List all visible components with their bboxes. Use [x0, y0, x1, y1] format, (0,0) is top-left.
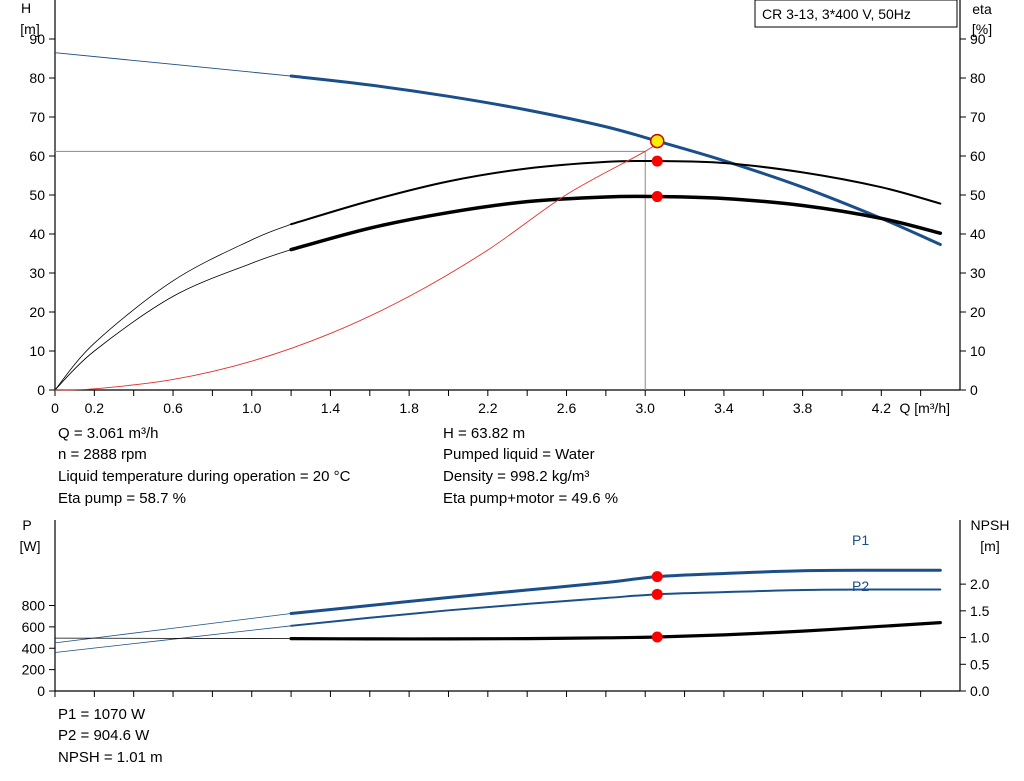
info-pumped-liquid: Pumped liquid = Water: [443, 446, 595, 463]
power-tick-label: 400: [22, 640, 46, 656]
p2-curve-extension: [54, 625, 292, 653]
y-tick-label-right: 70: [970, 109, 986, 125]
eta-pump-motor-curve: [289, 194, 943, 252]
x-tick-label: 0.6: [163, 400, 183, 416]
info-p1: P1 = 1070 W: [58, 706, 146, 723]
y-axis-unit-power: [W]: [20, 538, 41, 554]
p1-duty-point: [651, 571, 663, 583]
duty-guide-lines: [55, 150, 646, 390]
y-tick-label-left: 40: [29, 226, 45, 242]
power-tick-label: 0: [37, 683, 45, 699]
head-duty-point: [649, 133, 665, 149]
legend-p1: P1: [852, 532, 869, 548]
duty-info-panel: Q = 3.061 m³/h n = 2888 rpm Liquid tempe…: [58, 425, 618, 507]
info-density: Density = 998.2 kg/m³: [443, 468, 589, 485]
x-tick-label: 1.0: [242, 400, 262, 416]
y-tick-label-right: 20: [970, 304, 986, 320]
y-axis-label-eta: eta: [972, 1, 992, 17]
y-axis-label-power: P: [22, 517, 31, 533]
eta-pump-motor-curve-extension: [54, 249, 292, 391]
x-tick-label: 3.0: [635, 400, 655, 416]
y-axis-label-head: H: [21, 0, 31, 16]
x-tick-label: 4.2: [872, 400, 892, 416]
y-axis-unit-head: [m]: [20, 21, 39, 37]
info-eta-pump-motor: Eta pump+motor = 49.6 %: [443, 490, 618, 507]
npsh-curve: [289, 621, 942, 641]
npsh-tick-label: 0.0: [970, 683, 990, 699]
info-npsh: NPSH = 1.01 m: [58, 749, 163, 766]
head-curve-extension: [54, 52, 292, 77]
info-speed: n = 2888 rpm: [58, 446, 147, 463]
y-tick-label-right: 0: [970, 382, 978, 398]
npsh-tick-label: 1.5: [970, 603, 990, 619]
y-tick-label-right: 80: [970, 70, 986, 86]
y-tick-label-left: 60: [29, 148, 45, 164]
x-axis-label: Q [m³/h]: [899, 400, 950, 416]
p2-curve: [290, 588, 942, 627]
bottom-axis-ticks: 0 200 400 600 800 0.0 0.5 1.0 1.5 2.0: [22, 576, 990, 699]
y-axis-unit-eta: [%]: [972, 21, 992, 37]
npsh-tick-label: 1.0: [970, 630, 990, 646]
y-tick-label-right: 90: [970, 31, 986, 47]
eta-pump-curve-extension: [54, 223, 292, 391]
npsh-curve-extension: [54, 637, 292, 640]
y-tick-label-left: 0: [37, 382, 45, 398]
x-tick-label: 3.8: [793, 400, 813, 416]
head-curve: [289, 74, 942, 247]
y-tick-label-right: 40: [970, 226, 986, 242]
chart-title: CR 3-13, 3*400 V, 50Hz: [762, 6, 911, 22]
y-tick-label-right: 60: [970, 148, 986, 164]
p1-curve: [289, 568, 942, 616]
eta-pump-curve: [290, 159, 942, 226]
x-tick-label: 2.2: [478, 400, 498, 416]
top-series: [54, 52, 943, 391]
p2-duty-point: [651, 588, 663, 600]
x-tick-label: 1.4: [321, 400, 341, 416]
y-tick-label-left: 90: [29, 31, 45, 47]
p1-curve-extension: [54, 613, 292, 644]
eta-pump-motor-duty-point: [651, 191, 663, 203]
x-tick-label: 0.2: [85, 400, 105, 416]
chart-title-box: CR 3-13, 3*400 V, 50Hz: [754, 0, 958, 28]
bottom-markers: [651, 571, 663, 643]
power-info-panel: P1 = 1070 W P2 = 904.6 W NPSH = 1.01 m: [58, 706, 163, 766]
y-axis-unit-npsh: [m]: [980, 538, 999, 554]
info-head: H = 63.82 m: [443, 425, 525, 442]
legend-p2: P2: [852, 578, 869, 594]
npsh-duty-point: [651, 631, 663, 643]
y-tick-label-right: 50: [970, 187, 986, 203]
y-tick-label-right: 10: [970, 343, 986, 359]
npsh-tick-label: 0.5: [970, 656, 990, 672]
power-tick-label: 200: [22, 662, 46, 678]
x-tick-label: 1.8: [399, 400, 419, 416]
info-flow: Q = 3.061 m³/h: [58, 425, 158, 442]
power-npsh-chart: P [W] NPSH [m] 0 200 400 600 800 0.0 0.5 1.0 1.5…: [20, 517, 1010, 699]
y-tick-label-right: 30: [970, 265, 986, 281]
y-tick-label-left: 20: [29, 304, 45, 320]
info-liquid-temperature: Liquid temperature during operation = 20…: [58, 468, 351, 485]
bottom-series: [54, 568, 942, 653]
y-tick-label-left: 10: [29, 343, 45, 359]
eta-pump-duty-point: [651, 155, 663, 167]
info-eta-pump: Eta pump = 58.7 %: [58, 490, 186, 507]
top-markers: [649, 133, 665, 203]
npsh-tick-label: 2.0: [970, 576, 990, 592]
power-tick-label: 600: [22, 619, 46, 635]
y-tick-label-left: 50: [29, 187, 45, 203]
y-tick-label-left: 30: [29, 265, 45, 281]
power-tick-label: 800: [22, 598, 46, 614]
y-axis-label-npsh: NPSH: [971, 517, 1010, 533]
y-tick-label-left: 70: [29, 109, 45, 125]
info-p2: P2 = 904.6 W: [58, 727, 150, 744]
y-tick-label-left: 80: [29, 70, 45, 86]
x-tick-label: 3.4: [714, 400, 734, 416]
system-curve: [54, 140, 658, 391]
x-tick-label: 2.6: [557, 400, 577, 416]
x-tick-label: 0: [51, 400, 59, 416]
